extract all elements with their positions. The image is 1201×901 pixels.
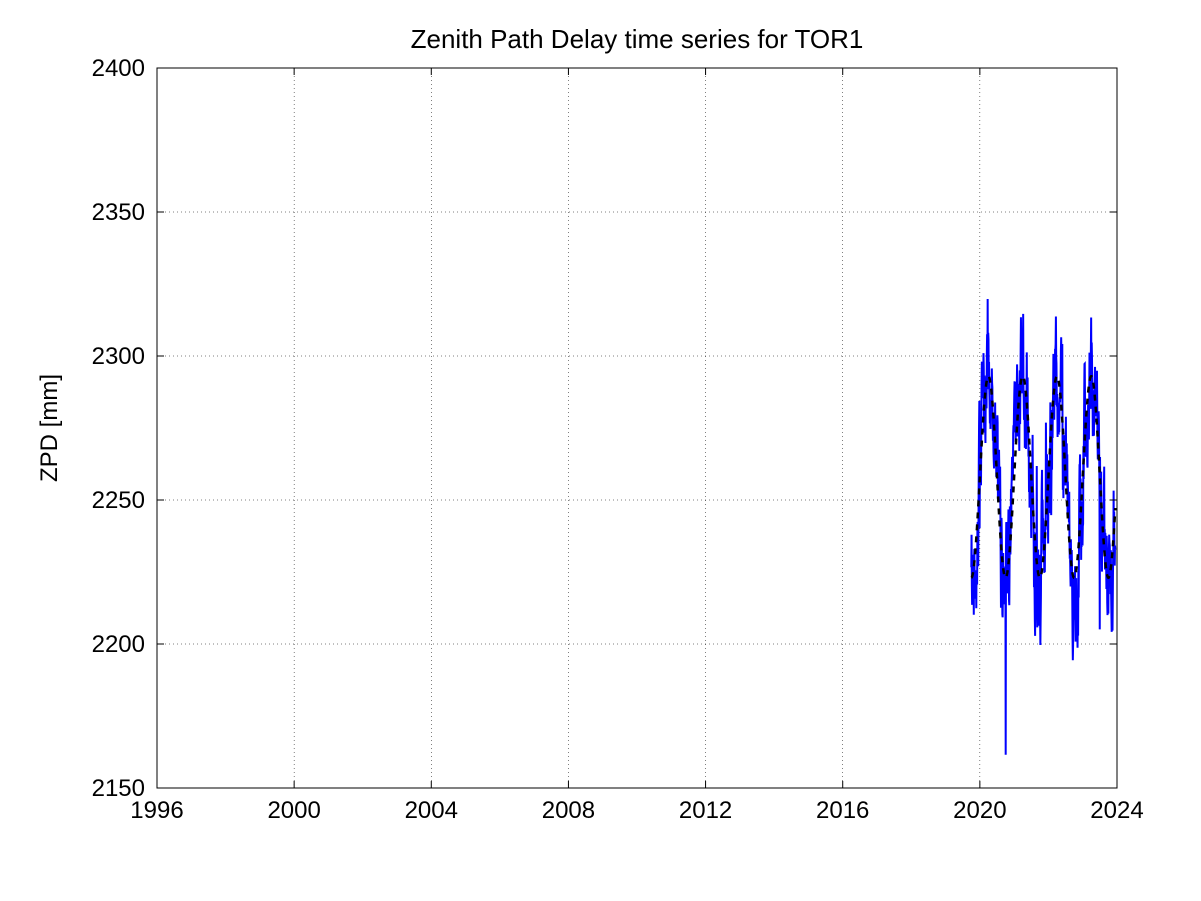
xtick-label: 2024 [1090, 797, 1143, 824]
ytick-label: 2250 [92, 487, 145, 514]
ytick-label: 2350 [92, 199, 145, 226]
xtick-label: 2020 [953, 797, 1006, 824]
series-group [971, 299, 1115, 755]
y-axis-label: ZPD [mm] [36, 374, 63, 482]
xtick-label: 2008 [542, 797, 595, 824]
xtick-label: 2000 [267, 797, 320, 824]
grid-group [157, 68, 1117, 788]
xtick-label: 2016 [816, 797, 869, 824]
xtick-label: 2012 [679, 797, 732, 824]
xtick-label: 2004 [405, 797, 458, 824]
chart-container: 1996200020042008201220162020202421502200… [0, 0, 1201, 901]
chart-title: Zenith Path Delay time series for TOR1 [411, 24, 864, 54]
series-zpd-data [971, 299, 1115, 755]
axes-group [157, 68, 1117, 788]
chart-svg: 1996200020042008201220162020202421502200… [0, 0, 1201, 901]
ytick-label: 2400 [92, 55, 145, 82]
axes-box [157, 68, 1117, 788]
ytick-label: 2300 [92, 343, 145, 370]
ytick-label: 2150 [92, 775, 145, 802]
ytick-label: 2200 [92, 631, 145, 658]
